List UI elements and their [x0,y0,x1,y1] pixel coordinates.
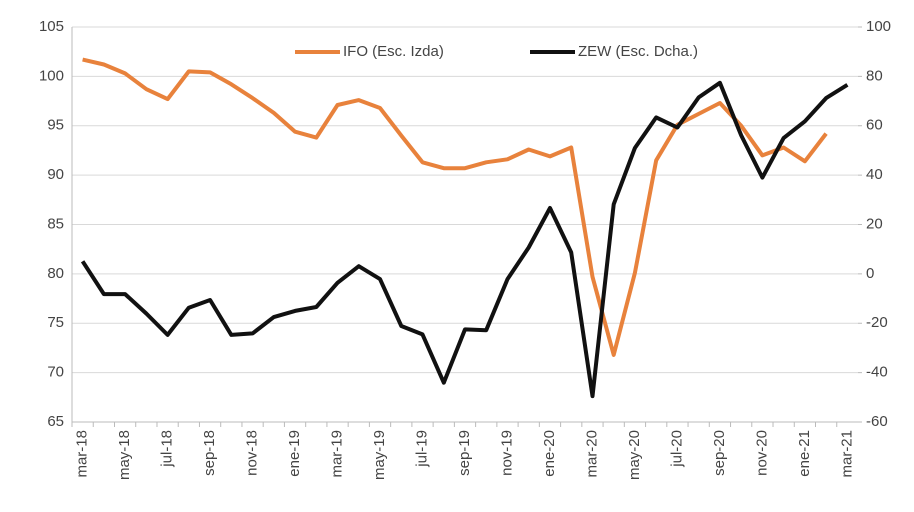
y2-tick-label: -60 [866,413,888,430]
y2-tick-label: 40 [866,166,883,183]
x-tick-label: ene-21 [796,430,813,477]
x-tick-label: nov-20 [753,430,770,476]
y-tick-label: 80 [47,265,64,282]
x-tick-label: sep-19 [456,430,473,476]
y2-tick-label: -20 [866,314,888,331]
x-tick-label: sep-20 [711,430,728,476]
x-tick-label: sep-18 [201,430,218,476]
x-tick-label: nov-18 [244,430,261,476]
x-tick-label: ene-19 [286,430,303,477]
y-tick-label: 90 [47,166,64,183]
x-tick-label: may-19 [371,430,388,480]
y-tick-label: 100 [39,67,64,84]
y-tick-label: 75 [47,314,64,331]
x-tick-label: ene-20 [541,430,558,477]
x-tick-label: jul-19 [413,430,430,468]
y-tick-label: 85 [47,215,64,232]
x-tick-label: jul-18 [159,430,176,468]
legend-label: IFO (Esc. Izda) [343,43,444,60]
y2-tick-label: 20 [866,215,883,232]
x-tick-label: nov-19 [498,430,515,476]
series-line [80,80,849,399]
y2-tick-label: 0 [866,265,874,282]
x-tick-label: mar-21 [838,430,855,478]
x-tick-label: jul-20 [668,430,685,468]
x-tick-label: mar-20 [583,430,600,478]
y-tick-label: 65 [47,413,64,430]
y2-tick-label: 80 [866,67,883,84]
x-tick-label: may-18 [116,430,133,480]
series-line [82,57,828,357]
x-tick-label: may-20 [626,430,643,480]
y2-tick-label: -40 [866,364,888,381]
y-tick-label: 70 [47,364,64,381]
y-tick-label: 95 [47,117,64,134]
y-tick-label: 105 [39,18,64,35]
x-tick-label: mar-19 [329,430,346,478]
y2-tick-label: 60 [866,117,883,134]
x-tick-label: mar-18 [74,430,91,478]
legend-label: ZEW (Esc. Dcha.) [578,43,698,60]
y2-tick-label: 100 [866,18,891,35]
